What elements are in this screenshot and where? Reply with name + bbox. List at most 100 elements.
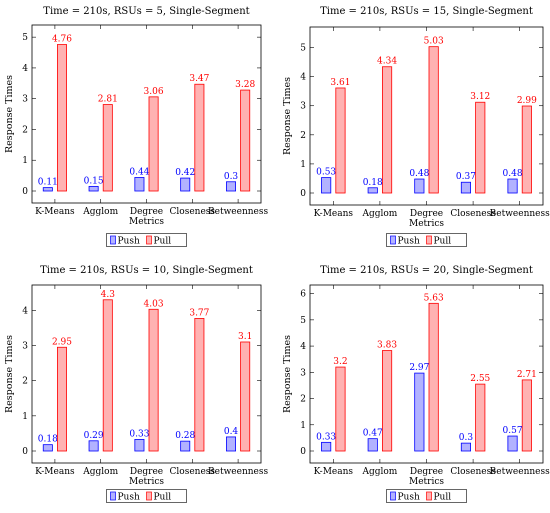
bar-pull xyxy=(57,44,67,192)
bar-pull xyxy=(194,318,205,452)
y-tick-label: 2 xyxy=(300,131,306,141)
bar-pull xyxy=(335,366,346,452)
data-label-push: 0.15 xyxy=(84,176,104,186)
y-tick-label: 4 xyxy=(22,64,28,74)
bar-push xyxy=(226,436,237,452)
bar-pull xyxy=(57,346,67,452)
data-label-push: 0.48 xyxy=(503,169,523,179)
x-category-label: Metrics xyxy=(129,477,164,487)
bar-pull xyxy=(148,308,159,452)
legend-swatch-push xyxy=(390,235,396,245)
y-tick-label: 1 xyxy=(22,156,28,166)
bar-pull xyxy=(475,383,486,452)
bar-pull xyxy=(240,89,251,192)
bar-push xyxy=(367,187,378,194)
y-tick-label: 0 xyxy=(22,187,28,197)
bar-pull xyxy=(194,83,205,192)
data-label-push: 2.97 xyxy=(409,363,429,373)
x-category-label: Betweenness xyxy=(490,209,550,219)
x-category-label: Closeness xyxy=(450,209,496,219)
x-category-label: Degree xyxy=(410,209,443,219)
data-label-push: 0.33 xyxy=(316,432,336,442)
data-label-pull: 4.03 xyxy=(144,299,164,309)
x-category-label: Agglom xyxy=(82,207,118,217)
data-label-push: 0.47 xyxy=(363,429,383,439)
chart-panel-3: Time = 210s, RSUs = 10, Single-Segment 0 1… xyxy=(4,265,269,503)
data-label-push: 0.44 xyxy=(129,167,149,177)
bar-push xyxy=(321,177,332,194)
bar-pull xyxy=(428,302,439,452)
y-tick-label: 0 xyxy=(300,189,306,199)
data-label-push: 0.48 xyxy=(409,169,429,179)
data-label-pull: 4.34 xyxy=(377,57,397,67)
legend: Push Pull xyxy=(386,233,467,247)
x-category-label: K-Means xyxy=(35,207,75,217)
data-label-pull: 3.1 xyxy=(238,332,252,342)
data-label-push: 0.3 xyxy=(224,172,239,182)
chart-title: Time = 210s, RSUs = 5, Single-Segment xyxy=(43,6,249,17)
bar-push xyxy=(414,178,425,194)
legend-label-pull: Pull xyxy=(434,493,452,503)
bar-push xyxy=(42,187,53,192)
x-category-label: Degree xyxy=(410,467,443,477)
y-tick-label: 4 xyxy=(300,73,306,83)
y-tick-label: 3 xyxy=(300,368,306,378)
x-category-label: Betweenness xyxy=(490,467,550,477)
legend-swatch-pull xyxy=(146,235,152,245)
x-category-label: Metrics xyxy=(409,219,444,229)
y-tick-label: 2 xyxy=(22,377,28,387)
chart-title: Time = 210s, RSUs = 15, Single-Segment xyxy=(320,6,533,17)
y-tick-label: 5 xyxy=(22,33,28,43)
y-tick-label: 5 xyxy=(300,44,306,54)
legend-label-pull: Pull xyxy=(434,237,452,247)
legend: Push Pull xyxy=(106,489,187,503)
bar-pull xyxy=(521,105,532,194)
bar-push xyxy=(460,181,471,194)
legend-swatch-push xyxy=(110,235,116,245)
legend-swatch-pull xyxy=(146,491,152,501)
legend-label-push: Push xyxy=(118,493,140,503)
x-category-label: Closeness xyxy=(170,207,216,217)
data-label-pull: 3.77 xyxy=(189,308,209,318)
y-tick-label: 1 xyxy=(300,421,306,431)
x-category-label: K-Means xyxy=(314,467,354,477)
y-tick-label: 0 xyxy=(300,447,306,457)
data-label-push: 0.4 xyxy=(224,427,239,437)
y-tick-label: 3 xyxy=(300,102,306,112)
data-label-pull: 2.95 xyxy=(52,337,72,347)
bar-pull xyxy=(148,96,159,192)
y-tick-label: 4 xyxy=(22,306,28,316)
y-axis-label: Response Times xyxy=(282,335,293,413)
data-label-pull: 3.28 xyxy=(235,80,255,90)
bar-push xyxy=(134,177,145,192)
chart-panel-2: Time = 210s, RSUs = 15, Single-Segment 0 1… xyxy=(282,6,550,247)
x-category-label: Closeness xyxy=(170,467,216,477)
x-category-label: Metrics xyxy=(129,217,164,227)
data-label-push: 0.3 xyxy=(459,433,474,443)
chart-title: Time = 210s, RSUs = 10, Single-Segment xyxy=(40,265,253,276)
data-label-push: 0.42 xyxy=(175,168,195,178)
data-label-push: 0.53 xyxy=(316,168,336,178)
bar-pull xyxy=(428,46,439,194)
bar-push xyxy=(42,444,53,452)
x-category-label: Agglom xyxy=(82,467,118,477)
data-label-pull: 2.55 xyxy=(470,374,490,384)
chart-panel-1: Time = 210s, RSUs = 5, Single-Segment 0 1 2… xyxy=(4,6,269,247)
legend-swatch-push xyxy=(110,491,116,501)
legend-swatch-push xyxy=(390,491,396,501)
legend: Push Pull xyxy=(106,233,187,247)
bar-pull xyxy=(102,299,113,452)
bar-pull xyxy=(240,341,251,452)
y-tick-label: 6 xyxy=(300,290,306,300)
data-label-pull: 2.71 xyxy=(517,370,537,380)
y-tick-label: 0 xyxy=(22,447,28,457)
bar-push xyxy=(414,372,425,452)
y-tick-label: 5 xyxy=(300,316,306,326)
bar-push xyxy=(180,440,191,452)
data-label-pull: 4.3 xyxy=(101,290,116,300)
bar-push xyxy=(180,177,191,192)
data-label-push: 0.18 xyxy=(363,178,383,188)
data-label-push: 0.11 xyxy=(38,178,58,188)
x-category-label: Agglom xyxy=(361,209,397,219)
bar-pull xyxy=(102,104,113,192)
